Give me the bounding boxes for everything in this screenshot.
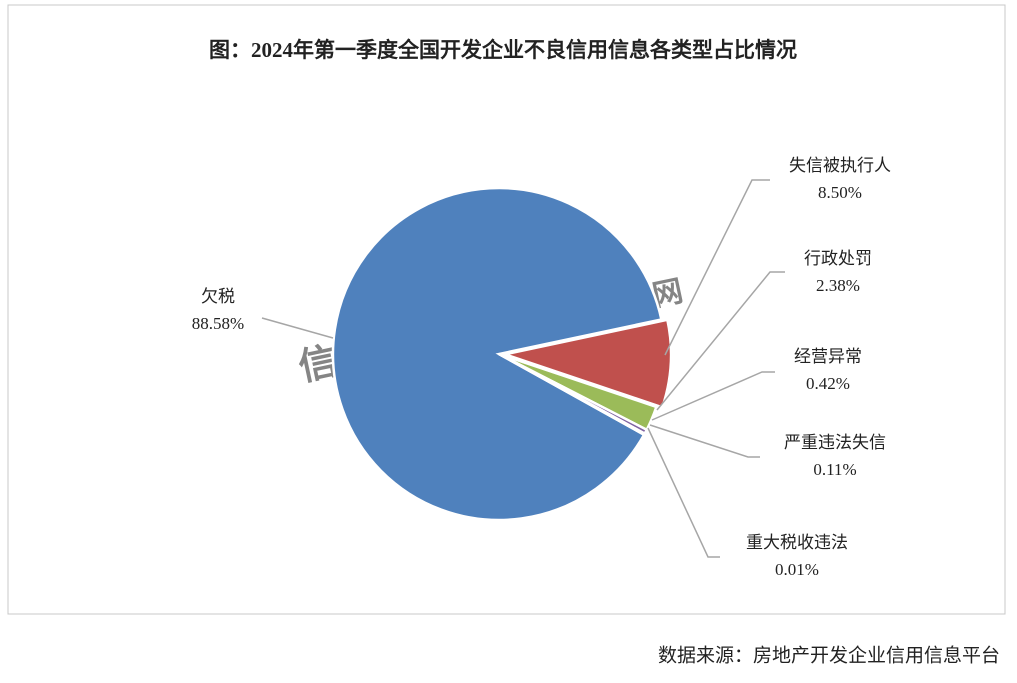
leader-line (656, 271, 785, 411)
leader-line (651, 371, 775, 421)
pie-slice (500, 318, 673, 409)
category-label: 重大税收违法 (746, 533, 848, 552)
value-label: 0.42% (806, 374, 850, 393)
value-label: 2.38% (816, 276, 860, 295)
leader-line (647, 427, 720, 558)
pie-slice (331, 186, 663, 522)
category-label: 行政处罚 (804, 249, 872, 268)
category-label: 失信被执行人 (789, 156, 891, 175)
leader-line (261, 317, 334, 339)
pie-slice (498, 352, 646, 437)
value-label: 88.58% (192, 314, 244, 333)
category-label: 欠税 (201, 287, 235, 306)
chart-title: 图：2024年第一季度全国开发企业不良信用信息各类型占比情况 (209, 38, 797, 62)
value-label: 0.11% (813, 460, 856, 479)
leader-line (649, 424, 760, 458)
value-label: 0.01% (775, 560, 819, 579)
source: 数据来源：房地产开发企业信用信息平台 (658, 644, 1000, 666)
category-label: 经营异常 (794, 347, 862, 366)
value-label: 8.50% (818, 183, 862, 202)
leader-line (664, 179, 770, 356)
category-label: 严重违法失信 (784, 433, 886, 452)
